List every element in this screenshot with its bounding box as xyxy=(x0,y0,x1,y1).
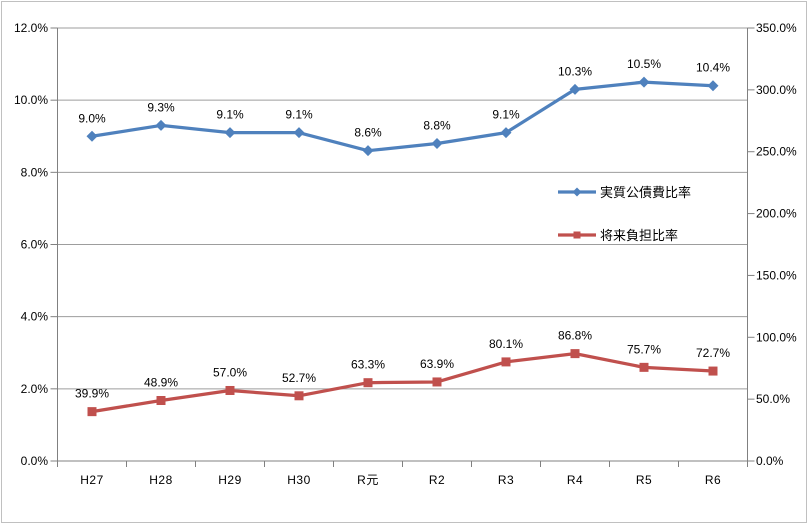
data-label: 9.1% xyxy=(492,108,520,122)
y-axis-right-tick-label: 300.0% xyxy=(756,83,797,97)
series-marker-square xyxy=(639,362,649,372)
legend-entry: 実質公債費比率 xyxy=(558,185,691,200)
series-marker-square xyxy=(363,378,373,388)
series-marker-square xyxy=(570,349,580,359)
y-axis-left-tick-label: 6.0% xyxy=(21,238,49,252)
data-label: 63.9% xyxy=(420,357,454,371)
series-marker-diamond xyxy=(155,119,167,131)
series-marker-diamond xyxy=(638,76,650,88)
series-line-0 xyxy=(90,80,715,153)
data-label: 52.7% xyxy=(282,371,316,385)
y-axis-right-tick-label: 250.0% xyxy=(756,145,797,159)
data-label: 10.3% xyxy=(558,64,592,78)
series-marker-diamond xyxy=(572,187,582,197)
y-axis-left-tick-label: 8.0% xyxy=(21,165,49,179)
data-label: 80.1% xyxy=(489,337,523,351)
series-marker-diamond xyxy=(569,83,581,95)
x-axis-tick-label: H30 xyxy=(287,473,311,487)
data-label: 10.5% xyxy=(627,57,661,71)
data-label: 39.9% xyxy=(75,387,109,401)
series-line-1 xyxy=(90,351,715,414)
y-axis-right-tick-label: 100.0% xyxy=(756,330,797,344)
data-label: 9.1% xyxy=(216,108,244,122)
data-label: 8.6% xyxy=(354,126,382,140)
x-axis-tick-label: H27 xyxy=(80,473,104,487)
x-axis-tick-label: H29 xyxy=(218,473,242,487)
y-axis-right-tick-label: 0.0% xyxy=(756,454,784,468)
x-axis-tick-label: R3 xyxy=(498,473,514,487)
y-axis-right-tick-label: 50.0% xyxy=(756,392,790,406)
x-axis-tick-label: R4 xyxy=(567,473,583,487)
y-axis-left-tick-label: 4.0% xyxy=(21,310,49,324)
series-marker-diamond xyxy=(86,130,98,142)
legend-entry: 将来負担比率 xyxy=(558,228,678,243)
data-label: 9.0% xyxy=(78,111,106,125)
legend-label: 実質公債費比率 xyxy=(600,185,691,200)
series-marker-square xyxy=(708,366,718,376)
series-marker-diamond xyxy=(224,127,236,139)
y-axis-right-tick-label: 150.0% xyxy=(756,268,797,282)
data-label: 9.1% xyxy=(285,108,313,122)
data-label: 48.9% xyxy=(144,376,178,390)
x-axis-tick-label: H28 xyxy=(149,473,173,487)
y-axis-right-tick-label: 350.0% xyxy=(756,21,797,35)
series-marker-diamond xyxy=(707,80,719,92)
series-marker-diamond xyxy=(293,127,305,139)
series-marker-square xyxy=(573,231,581,239)
series-marker-diamond xyxy=(362,145,374,157)
series-marker-square xyxy=(432,377,442,387)
series-marker-diamond xyxy=(431,137,443,149)
series-marker-square xyxy=(225,385,235,395)
data-label: 86.8% xyxy=(558,329,592,343)
data-label: 8.8% xyxy=(423,118,451,132)
series-marker-square xyxy=(501,357,511,367)
data-label: 10.4% xyxy=(696,61,730,75)
y-axis-left-tick-label: 2.0% xyxy=(21,382,49,396)
x-axis-tick-label: R6 xyxy=(705,473,721,487)
series-marker-square xyxy=(156,396,166,406)
series-marker-square xyxy=(294,391,304,401)
y-axis-left-tick-label: 0.0% xyxy=(21,454,49,468)
data-label: 63.3% xyxy=(351,358,385,372)
x-axis-tick-label: R5 xyxy=(636,473,652,487)
data-label: 57.0% xyxy=(213,365,247,379)
y-axis-right-tick-label: 200.0% xyxy=(756,207,797,221)
legend-label: 将来負担比率 xyxy=(600,228,678,243)
x-axis-tick-label: R2 xyxy=(429,473,445,487)
data-label: 72.7% xyxy=(696,346,730,360)
data-label: 75.7% xyxy=(627,342,661,356)
x-axis-tick-label: R元 xyxy=(357,473,379,487)
data-label: 9.3% xyxy=(147,100,175,114)
y-axis-left-tick-label: 12.0% xyxy=(14,21,48,35)
series-marker-diamond xyxy=(500,127,512,139)
series-marker-square xyxy=(87,407,97,417)
y-axis-left-tick-label: 10.0% xyxy=(14,93,48,107)
